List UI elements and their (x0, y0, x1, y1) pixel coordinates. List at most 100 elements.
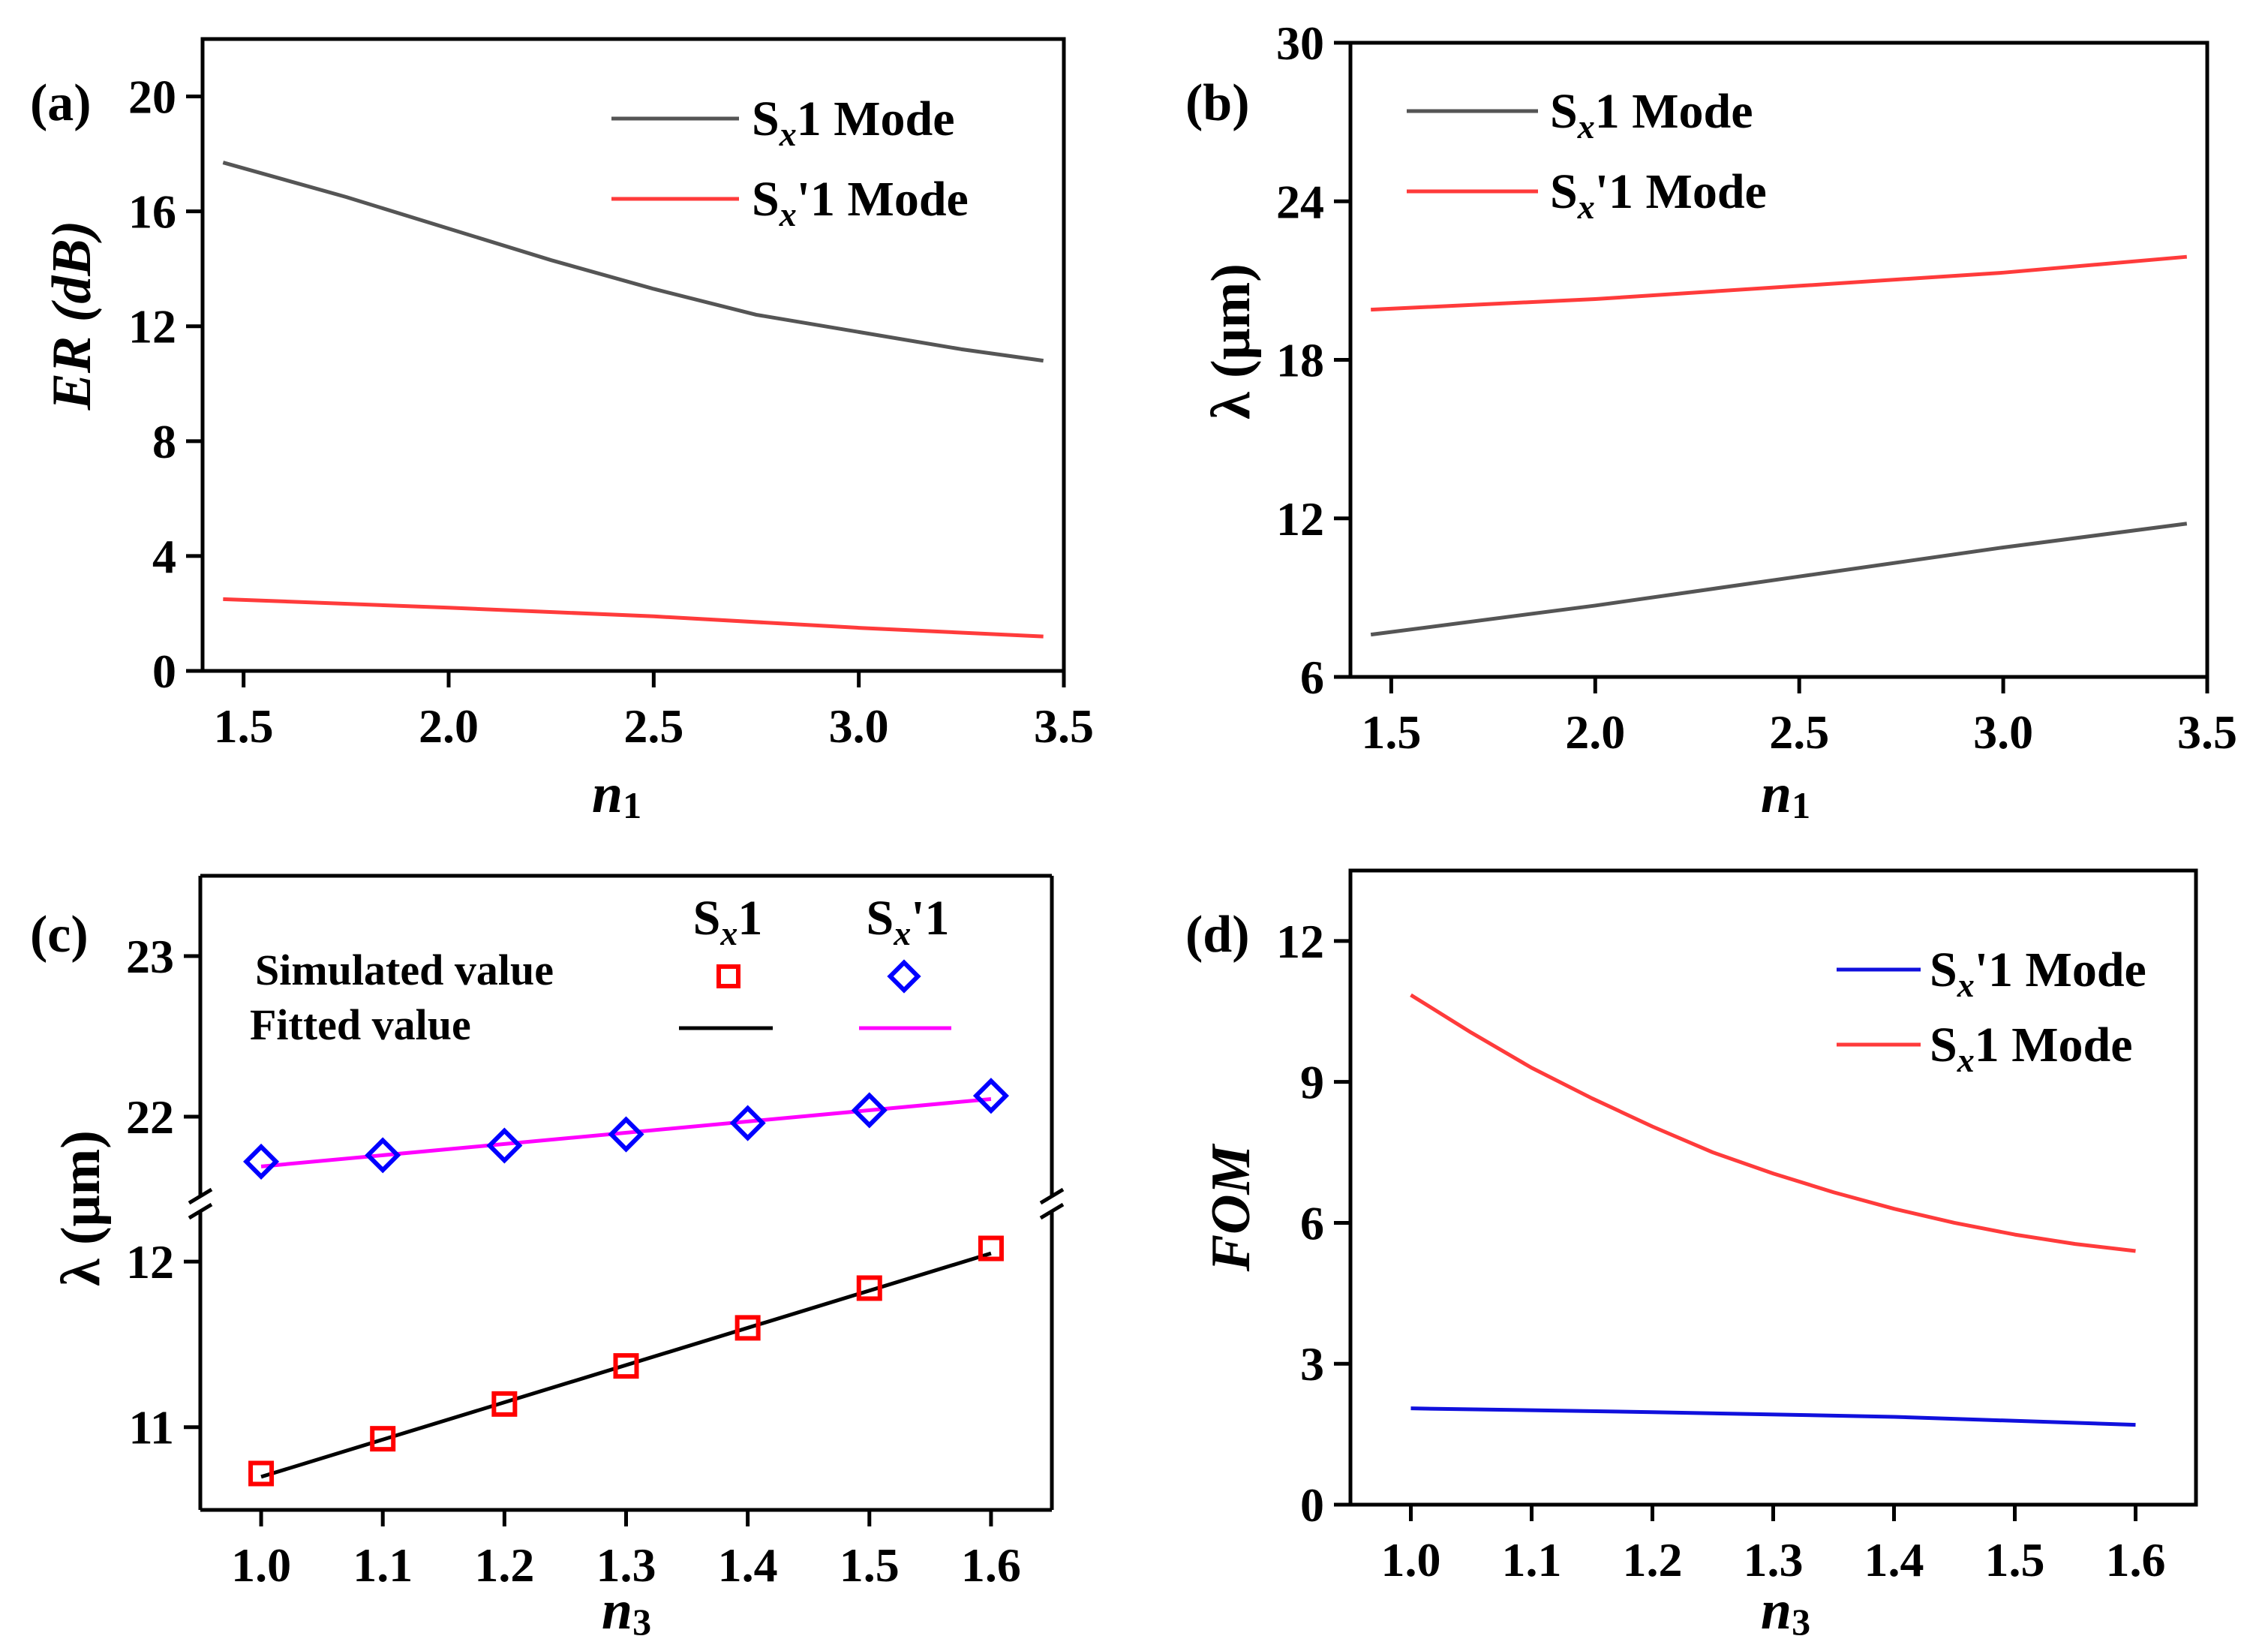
panel-c-square-point-4 (734, 1315, 761, 1341)
panel-a-series (222, 161, 1044, 639)
panel-d-xtick-label-4: 1.4 (1864, 1533, 1924, 1586)
panel-d-ytick-label-2: 6 (1300, 1196, 1324, 1250)
panel-b-ticks: 1.5 2.0 2.5 3.0 3.5 6 12 18 24 30 (1276, 17, 2237, 759)
panel-c-diamond-point-2 (486, 1127, 523, 1164)
panel-d-xlabel-sub: 3 (1792, 1601, 1810, 1642)
panel-c-diamond-point-5 (851, 1092, 888, 1129)
panel-c-square-point-2 (491, 1391, 518, 1417)
panel-c-xlabel: n3 (602, 1580, 651, 1642)
panel-c-series (243, 1078, 1009, 1487)
panel-c-ticks: 1.0 1.1 1.2 1.3 1.4 1.5 1.6 22 23 11 12 (126, 930, 1021, 1592)
panel-c-xtick-label-3: 1.3 (596, 1538, 656, 1592)
panel-b-ytick-label-0: 6 (1300, 651, 1324, 704)
panel-c-xtick-label-2: 1.2 (474, 1538, 534, 1592)
panel-a-ticks: 1.5 2.0 2.5 3.0 3.5 0 4 8 12 16 20 (128, 71, 1094, 753)
panel-b: (b) 1.5 2.0 2.5 3.0 3.5 6 12 18 24 30 λ (μm) n1 S… (1185, 17, 2237, 826)
panel-c-diamond-point-6 (972, 1078, 1009, 1114)
panel-b-xlabel-main: n (1761, 763, 1792, 825)
panel-c-xtick-label-0: 1.0 (231, 1538, 291, 1592)
panel-a-xtick-label-3: 3.0 (829, 699, 889, 753)
panel-a-series-0 (222, 161, 1044, 363)
panel-c-axis-break-right (1039, 1187, 1065, 1220)
panel-a-ytick-label-5: 20 (128, 71, 176, 124)
panel-b-label: (b) (1185, 74, 1250, 132)
panel-d-xlabel-main: n (1761, 1580, 1792, 1641)
panel-b-ylabel: λ (μm) (1200, 263, 1262, 420)
panel-d-series-0 (1410, 1406, 2136, 1427)
panel-d-label: (d) (1185, 906, 1250, 964)
panel-c-diamond-point-3 (608, 1116, 644, 1153)
legend-b-label-0: Sx1 Mode (1550, 84, 1753, 146)
panel-c-label: (c) (30, 906, 89, 964)
panel-a-legend: Sx1 Mode Sx'1 Mode (611, 92, 969, 233)
panel-c: (c) 1.0 1.1 1.2 1.3 1.4 1.5 1.6 22 23 11 12 λ (μm)… (30, 874, 1065, 1642)
panel-c-square-point-5 (856, 1275, 882, 1301)
panel-d-ylabel: FOM (1200, 1144, 1262, 1273)
panel-c-legend: Sx1 Sx'1 Simulated value Fitted value (250, 891, 951, 1049)
panel-a-ytick-label-1: 4 (152, 530, 176, 583)
panel-c-ylabel: λ (μm) (50, 1130, 112, 1286)
panel-a-xlabel-main: n (592, 763, 623, 825)
legend-b-label-1: Sx'1 Mode (1550, 164, 1767, 226)
panel-a-xtick-label-4: 3.5 (1034, 699, 1094, 753)
panel-b-ytick-label-4: 30 (1276, 17, 1324, 70)
panel-a-series-1 (223, 597, 1044, 639)
panel-b-ytick-label-2: 18 (1276, 334, 1324, 387)
panel-a-ytick-label-4: 16 (128, 185, 176, 239)
panel-c-xtick-label-5: 1.5 (840, 1538, 900, 1592)
legend-c-row-fitted: Fitted value (250, 1000, 471, 1049)
panel-c-ytick-label-3: 12 (126, 1235, 174, 1289)
panel-b-legend: Sx1 Mode Sx'1 Mode (1407, 84, 1767, 226)
panel-b-xtick-label-4: 3.5 (2177, 705, 2237, 759)
panel-c-ytick-label-1: 23 (126, 930, 174, 983)
panel-d-ytick-label-0: 0 (1300, 1478, 1324, 1532)
panel-c-diamond-point-1 (365, 1137, 401, 1174)
panel-b-xtick-label-1: 2.0 (1565, 705, 1625, 759)
panel-d-series-1 (1410, 993, 2136, 1253)
panel-c-square-point-1 (370, 1426, 396, 1452)
legend-a-label-0: Sx1 Mode (752, 92, 955, 153)
panel-b-series-0 (1370, 522, 2188, 637)
panel-c-fit-line-3 (260, 1096, 992, 1168)
panel-d-xtick-label-2: 1.2 (1623, 1533, 1683, 1586)
panel-b-ytick-label-1: 12 (1276, 492, 1324, 546)
panel-d-xtick-label-1: 1.1 (1502, 1533, 1562, 1586)
panel-a-ytick-label-2: 8 (152, 415, 176, 468)
panel-d-xtick-label-0: 1.0 (1381, 1533, 1441, 1586)
panel-d-ytick-label-4: 12 (1276, 915, 1324, 968)
panel-c-square-point-6 (978, 1235, 1004, 1262)
panel-a-xtick-label-2: 2.5 (623, 699, 683, 753)
panel-a-ytick-label-3: 12 (128, 300, 176, 353)
panel-c-fit-line-1 (260, 1251, 992, 1479)
legend-d-label-0: Sx'1 Mode (1930, 943, 2146, 1004)
panel-c-diamond-point-4 (729, 1105, 766, 1141)
panel-d-ticks: 1.0 1.1 1.2 1.3 1.4 1.5 1.6 0 3 6 9 12 (1276, 915, 2166, 1586)
panel-b-series (1370, 254, 2188, 637)
legend-a-label-1: Sx'1 Mode (752, 172, 969, 233)
panel-a-ylabel: ER (dB) (41, 221, 103, 411)
panel-a-frame (200, 37, 1066, 673)
panel-c-ytick-label-0: 22 (126, 1090, 174, 1144)
panel-a-ytick-label-0: 0 (152, 645, 176, 698)
panel-d-xtick-label-6: 1.6 (2106, 1533, 2166, 1586)
panel-b-xlabel: n1 (1761, 763, 1810, 826)
panel-c-square-point-3 (613, 1353, 639, 1379)
legend-c-row-simulated: Simulated value (255, 946, 554, 994)
panel-c-xtick-label-6: 1.6 (961, 1538, 1021, 1592)
panel-d-legend: Sx'1 Mode Sx1 Mode (1837, 943, 2146, 1079)
legend-d-label-1: Sx1 Mode (1930, 1018, 2133, 1079)
legend-c-col2: Sx'1 (866, 891, 949, 952)
legend-c-square-marker (716, 964, 740, 988)
panel-c-xtick-label-1: 1.1 (353, 1538, 413, 1592)
panel-b-xtick-label-2: 2.5 (1769, 705, 1829, 759)
panel-d-ytick-label-1: 3 (1300, 1337, 1324, 1391)
panel-c-xlabel-sub: 3 (632, 1601, 651, 1642)
panel-d-ytick-label-3: 9 (1300, 1056, 1324, 1109)
panel-d-series (1410, 993, 2136, 1427)
panel-a-label: (a) (30, 74, 92, 132)
panel-a-xlabel-sub: 1 (623, 784, 641, 826)
panel-c-xtick-label-4: 1.4 (718, 1538, 778, 1592)
